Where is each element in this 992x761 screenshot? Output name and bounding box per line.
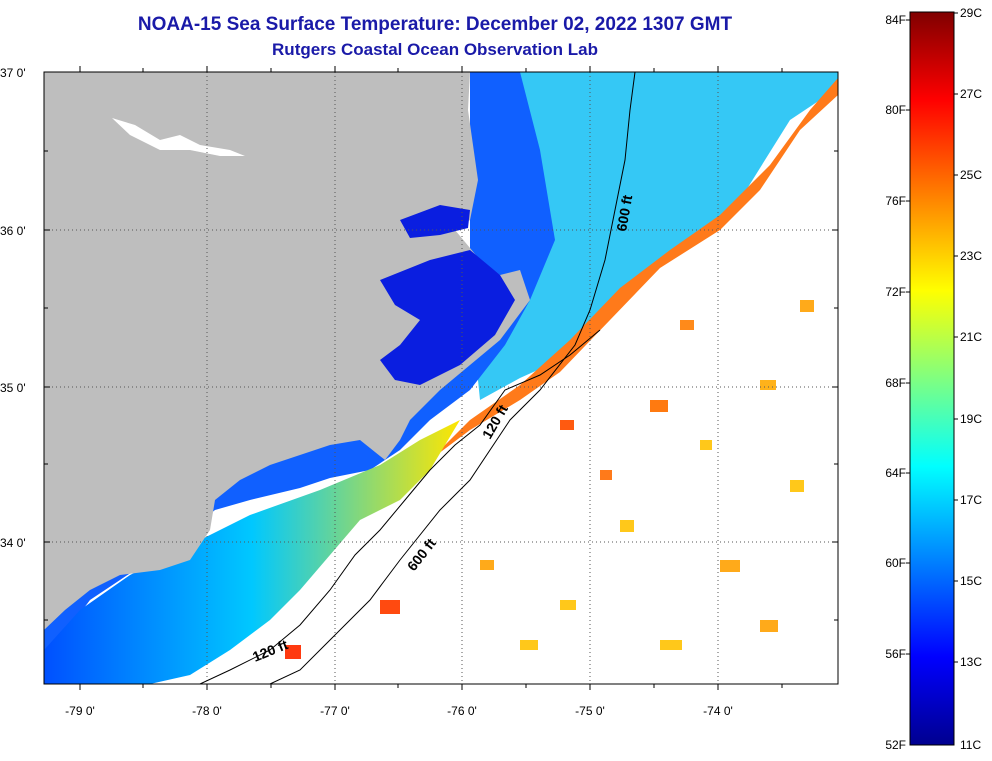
colorbar-label-76f: 76F xyxy=(885,194,906,208)
colorbar-label-17c: 17C xyxy=(960,493,983,507)
lat-label-36: 36 0' xyxy=(0,224,26,238)
lon-label-74: -74 0' xyxy=(703,704,733,718)
colorbar-label-80f: 80F xyxy=(885,103,906,117)
colorbar-label-27c: 27C xyxy=(960,87,983,101)
land-mass xyxy=(44,72,530,630)
colorbar-label-15c: 15C xyxy=(960,574,983,588)
colorbar-label-29c: 29C xyxy=(960,6,983,20)
lake-white-patch xyxy=(112,118,245,156)
lon-label-75: -75 0' xyxy=(575,704,605,718)
isobath-120ft xyxy=(199,329,601,684)
map-title: NOAA-15 Sea Surface Temperature: Decembe… xyxy=(137,14,733,35)
colorbar-label-84f: 84F xyxy=(885,13,906,27)
lat-label-37: 37 0' xyxy=(0,66,26,80)
axis-ticks xyxy=(44,66,838,690)
isobath-600ft xyxy=(269,72,636,684)
graticule xyxy=(44,72,838,684)
lon-label-79: -79 0' xyxy=(65,704,95,718)
gulf-stream-warm-band xyxy=(430,78,838,460)
colorbar xyxy=(909,11,955,746)
map-frame xyxy=(43,71,839,685)
colorbar-label-13c: 13C xyxy=(960,655,983,669)
colorbar-label-64f: 64F xyxy=(885,466,906,480)
colorbar-label-60f: 60F xyxy=(885,556,906,570)
colorbar-label-19c: 19C xyxy=(960,412,983,426)
lat-label-35: 35 0' xyxy=(0,381,26,395)
lon-label-78: -78 0' xyxy=(192,704,222,718)
offshore-water xyxy=(470,72,838,400)
colorbar-label-11c: 11C xyxy=(960,738,982,752)
map-subtitle: Rutgers Coastal Ocean Observation Lab xyxy=(272,40,598,59)
lon-label-77: -77 0' xyxy=(320,704,350,718)
colorbar-label-21c: 21C xyxy=(960,330,983,344)
lat-label-34: 34 0' xyxy=(0,536,26,550)
cloud-area xyxy=(260,100,838,684)
pamlico-sound xyxy=(380,250,515,385)
shelf-water xyxy=(44,420,460,684)
colorbar-ticks xyxy=(906,12,958,663)
warm-pixel-patches xyxy=(285,300,814,659)
colorbar-label-23c: 23C xyxy=(960,249,983,263)
lon-label-76: -76 0' xyxy=(447,704,477,718)
colorbar-label-68f: 68F xyxy=(885,376,906,390)
colorbar-label-56f: 56F xyxy=(885,647,906,661)
colorbar-label-25c: 25C xyxy=(960,168,983,182)
colorbar-label-72f: 72F xyxy=(885,285,906,299)
colorbar-label-52f: 52F xyxy=(885,738,906,752)
contour-label-600ft-north: 600 ft xyxy=(613,193,635,232)
